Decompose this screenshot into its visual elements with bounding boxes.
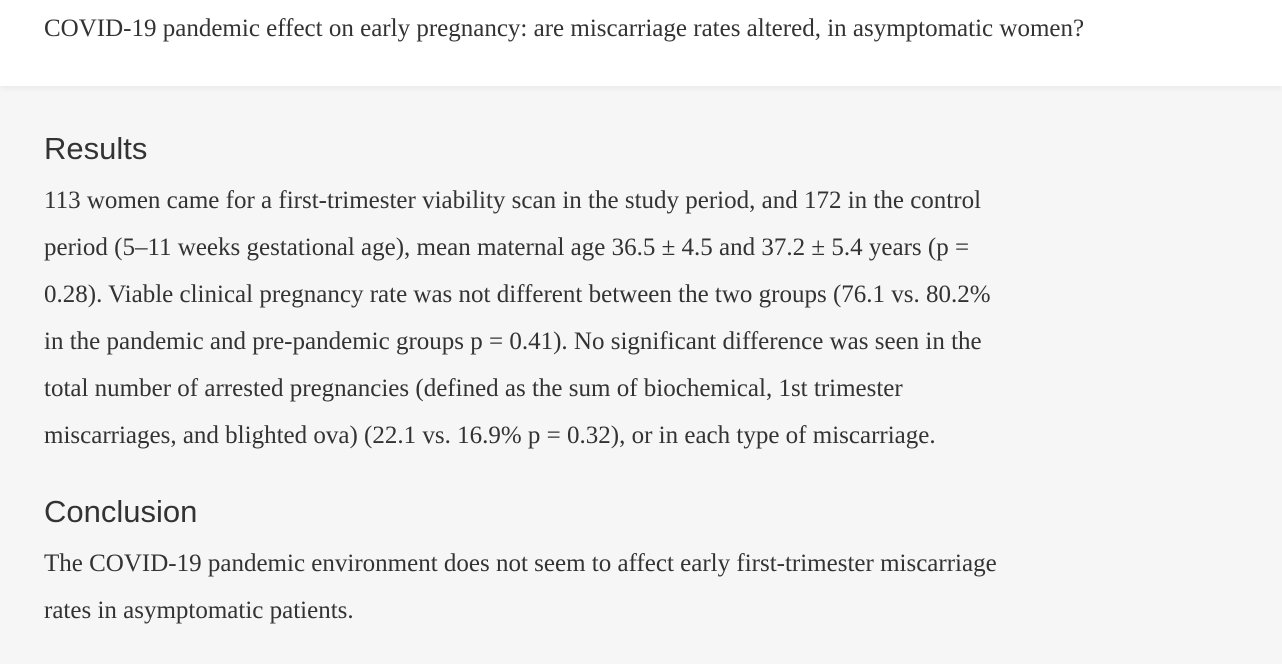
results-line-2: period (5–11 weeks gestational age), mea… bbox=[44, 234, 970, 261]
title-bar: COVID-19 pandemic effect on early pregna… bbox=[0, 0, 1282, 86]
conclusion-section: Conclusion The COVID-19 pandemic environ… bbox=[44, 489, 1224, 634]
article-content: Results 113 women came for a first-trime… bbox=[44, 126, 1224, 634]
conclusion-line-2: rates in asymptomatic patients. bbox=[44, 597, 354, 624]
results-line-5: total number of arrested pregnancies (de… bbox=[44, 375, 903, 402]
conclusion-line-1: The COVID-19 pandemic environment does n… bbox=[44, 550, 997, 577]
results-paragraph: 113 women came for a first-trimester via… bbox=[44, 177, 1224, 459]
results-line-1: 113 women came for a first-trimester via… bbox=[44, 187, 982, 214]
results-line-4: in the pandemic and pre-pandemic groups … bbox=[44, 328, 982, 355]
results-line-6: miscarriages, and blighted ova) (22.1 vs… bbox=[44, 422, 936, 449]
article-title: COVID-19 pandemic effect on early pregna… bbox=[44, 15, 1085, 42]
results-line-3: 0.28). Viable clinical pregnancy rate wa… bbox=[44, 281, 991, 308]
conclusion-heading: Conclusion bbox=[44, 494, 198, 529]
results-heading: Results bbox=[44, 131, 148, 166]
conclusion-paragraph: The COVID-19 pandemic environment does n… bbox=[44, 540, 1224, 634]
